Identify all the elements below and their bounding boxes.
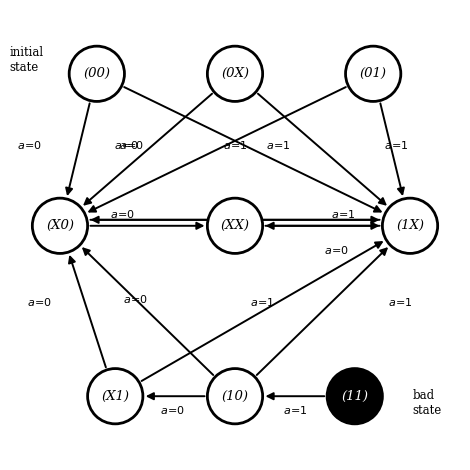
Circle shape bbox=[207, 368, 263, 424]
Circle shape bbox=[207, 198, 263, 253]
Text: $a\!=\!1$: $a\!=\!1$ bbox=[388, 296, 413, 308]
Text: (00): (00) bbox=[83, 67, 110, 80]
Text: $a\!=\!1$: $a\!=\!1$ bbox=[223, 242, 247, 254]
Text: bad
state: bad state bbox=[412, 389, 442, 417]
Circle shape bbox=[327, 368, 383, 424]
Text: $a\!=\!0$: $a\!=\!0$ bbox=[324, 244, 349, 256]
Text: (01): (01) bbox=[360, 67, 387, 80]
Text: (XX): (XX) bbox=[220, 219, 250, 232]
Text: $a\!=\!1$: $a\!=\!1$ bbox=[283, 404, 308, 416]
Text: initial
state: initial state bbox=[9, 46, 43, 74]
Text: $a\!=\!0$: $a\!=\!0$ bbox=[160, 404, 185, 416]
Circle shape bbox=[32, 198, 87, 253]
Text: $a\!=\!0$: $a\!=\!0$ bbox=[114, 139, 139, 151]
Circle shape bbox=[383, 198, 438, 253]
Circle shape bbox=[207, 46, 263, 102]
Text: $a\!=\!1$: $a\!=\!1$ bbox=[223, 139, 247, 151]
Text: $a\!=\!0$: $a\!=\!0$ bbox=[124, 293, 149, 306]
Text: $a\!=\!1$: $a\!=\!1$ bbox=[250, 296, 275, 308]
Text: (1X): (1X) bbox=[396, 219, 424, 232]
Text: $a\!=\!1$: $a\!=\!1$ bbox=[384, 139, 408, 151]
Text: $a\!=\!1$: $a\!=\!1$ bbox=[266, 139, 291, 151]
Text: (10): (10) bbox=[221, 390, 249, 403]
Text: (X0): (X0) bbox=[46, 219, 74, 232]
Text: $a\!=\!0$: $a\!=\!0$ bbox=[17, 139, 43, 151]
Text: (11): (11) bbox=[341, 390, 368, 403]
Circle shape bbox=[345, 46, 401, 102]
Text: $a\!=\!0$: $a\!=\!0$ bbox=[27, 296, 52, 308]
Circle shape bbox=[69, 46, 125, 102]
Text: $a\!=\!1$: $a\!=\!1$ bbox=[331, 208, 356, 220]
Text: $a\!=\!1$: $a\!=\!1$ bbox=[223, 212, 247, 224]
Text: $a\!=\!0$: $a\!=\!0$ bbox=[110, 208, 135, 220]
Text: $a\!=\!0$: $a\!=\!0$ bbox=[119, 139, 144, 151]
Text: (X1): (X1) bbox=[101, 390, 129, 403]
Text: (0X): (0X) bbox=[221, 67, 249, 80]
Circle shape bbox=[87, 368, 143, 424]
